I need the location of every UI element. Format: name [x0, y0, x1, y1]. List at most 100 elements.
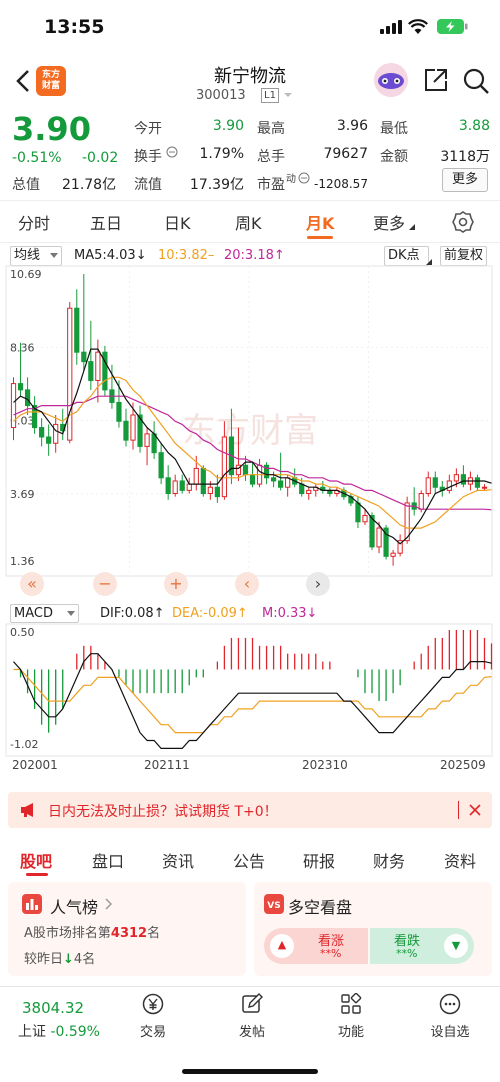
sentiment-card[interactable]: VS 多空看盘 ▲ 看涨 **% 看跌 **% ▼: [254, 882, 492, 976]
candle: [172, 474, 178, 497]
low-value: 3.88: [458, 118, 490, 134]
tab-weekly-k[interactable]: 周K: [235, 214, 262, 233]
candle-body: [123, 420, 129, 441]
candle-body: [263, 464, 270, 479]
next-button[interactable]: ›: [306, 572, 330, 596]
more-button[interactable]: 更多: [442, 168, 488, 192]
candle: [123, 408, 129, 447]
svg-text:«: «: [27, 574, 37, 593]
nav-functions[interactable]: 功能: [337, 1025, 364, 1040]
candle: [256, 458, 263, 488]
macd-chart[interactable]: 0.50 -1.02: [0, 622, 500, 758]
index-quote[interactable]: 上证 -0.59%: [18, 1024, 100, 1040]
macd-y-top-label: 0.50: [10, 626, 35, 639]
tab-forum[interactable]: 股吧: [20, 852, 53, 871]
tab-more[interactable]: 更多: [373, 214, 406, 233]
nav-post[interactable]: 发帖: [238, 1025, 265, 1040]
bear-button[interactable]: 看跌 **% ▼: [370, 928, 474, 964]
signal-icon: [380, 20, 402, 34]
info-icon[interactable]: [298, 172, 310, 184]
back-icon[interactable]: [14, 68, 32, 94]
candle: [144, 427, 150, 466]
active-tab-underline: [307, 236, 333, 239]
mascot-avatar-icon[interactable]: [373, 62, 409, 98]
candle-body: [67, 307, 73, 441]
candle: [67, 301, 73, 444]
tab-monthly-k[interactable]: 月K: [306, 214, 335, 233]
promo-banner[interactable]: 日内无法及时止损？试试期货 T+0！: [8, 792, 492, 828]
tab-profile[interactable]: 资料: [444, 852, 477, 871]
index-value[interactable]: 3804.32: [22, 999, 85, 1017]
candle: [235, 427, 242, 481]
apps-icon[interactable]: [321, 992, 381, 1020]
ma10-readout: 10:3.82–: [158, 248, 215, 263]
rank-change: 较昨日↓4名: [24, 952, 96, 967]
search-icon[interactable]: [462, 67, 490, 95]
close-icon[interactable]: [468, 803, 482, 817]
tab-news[interactable]: 资讯: [162, 852, 195, 871]
ma20-readout: 20:3.18↑: [224, 248, 285, 263]
app-logo: 东方 财富: [36, 66, 66, 96]
candle: [334, 487, 340, 497]
candle: [446, 474, 452, 494]
more-dots-icon[interactable]: [420, 993, 480, 1020]
open-value: 3.90: [212, 118, 244, 134]
candle: [383, 524, 389, 560]
candle-body: [193, 467, 199, 485]
candle-body: [31, 405, 38, 429]
popularity-card[interactable]: 人气榜 A股市场排名第4312名 较昨日↓4名: [8, 882, 246, 976]
candle-body: [88, 361, 94, 381]
candle-body: [95, 351, 101, 381]
ma10-line: [13, 376, 492, 529]
candle: [390, 550, 396, 566]
bull-button[interactable]: ▲ 看涨 **%: [264, 928, 368, 964]
candle-body: [299, 483, 305, 495]
tab-order-book[interactable]: 盘口: [92, 852, 125, 871]
candle: [88, 320, 94, 390]
bear-label: 看跌: [394, 934, 421, 949]
tab-five-day[interactable]: 五日: [90, 214, 123, 233]
ma5-line: [13, 348, 492, 545]
candle: [200, 465, 206, 497]
post-icon[interactable]: [222, 993, 282, 1020]
candle-body: [425, 477, 431, 495]
nav-trade[interactable]: 交易: [139, 1025, 166, 1040]
rank-value: 4312: [110, 926, 148, 941]
tab-daily-k[interactable]: 日K: [164, 214, 191, 233]
down-arrow-icon: ▼: [444, 934, 468, 958]
zoom-out-button[interactable]: −: [93, 572, 117, 596]
sentiment-title: 多空看盘: [288, 898, 353, 917]
candle: [306, 487, 312, 500]
gear-icon[interactable]: [452, 211, 474, 233]
turnover-value: 1.79%: [199, 146, 244, 162]
candle-body: [383, 527, 389, 557]
corner-triangle-icon: [409, 224, 415, 230]
x-tick-label: 202001: [12, 758, 58, 772]
candle-body: [221, 436, 228, 498]
share-icon[interactable]: [423, 67, 449, 93]
candle: [116, 380, 122, 428]
tab-financials[interactable]: 财务: [373, 852, 406, 871]
tab-research[interactable]: 研报: [303, 852, 336, 871]
ranking-icon: [22, 894, 42, 914]
volume-value: 79627: [323, 146, 368, 162]
candle-body: [270, 477, 277, 482]
macd-indicator-select[interactable]: MACD: [10, 604, 80, 623]
candle: [263, 462, 270, 485]
chevron-down-icon[interactable]: [283, 91, 293, 99]
candle: [151, 421, 157, 459]
candle: [60, 408, 66, 441]
scroll-left-button[interactable]: «: [20, 572, 44, 596]
nav-watchlist[interactable]: 设自选: [430, 1025, 470, 1040]
stock-code: 300013: [196, 88, 246, 103]
zoom-in-button[interactable]: +: [164, 572, 188, 596]
tab-announcements[interactable]: 公告: [233, 852, 266, 871]
candle-body: [214, 486, 220, 498]
divider: [0, 200, 500, 201]
svg-text:+: +: [169, 574, 182, 593]
kline-chart[interactable]: 东方财富 10.69 8.36 6.03 3.69 1.36 « − + ‹ ›: [0, 262, 500, 602]
trade-icon[interactable]: [123, 993, 183, 1020]
prev-button[interactable]: ‹: [235, 572, 259, 596]
tab-intraday[interactable]: 分时: [18, 214, 51, 233]
info-icon[interactable]: [166, 146, 178, 158]
